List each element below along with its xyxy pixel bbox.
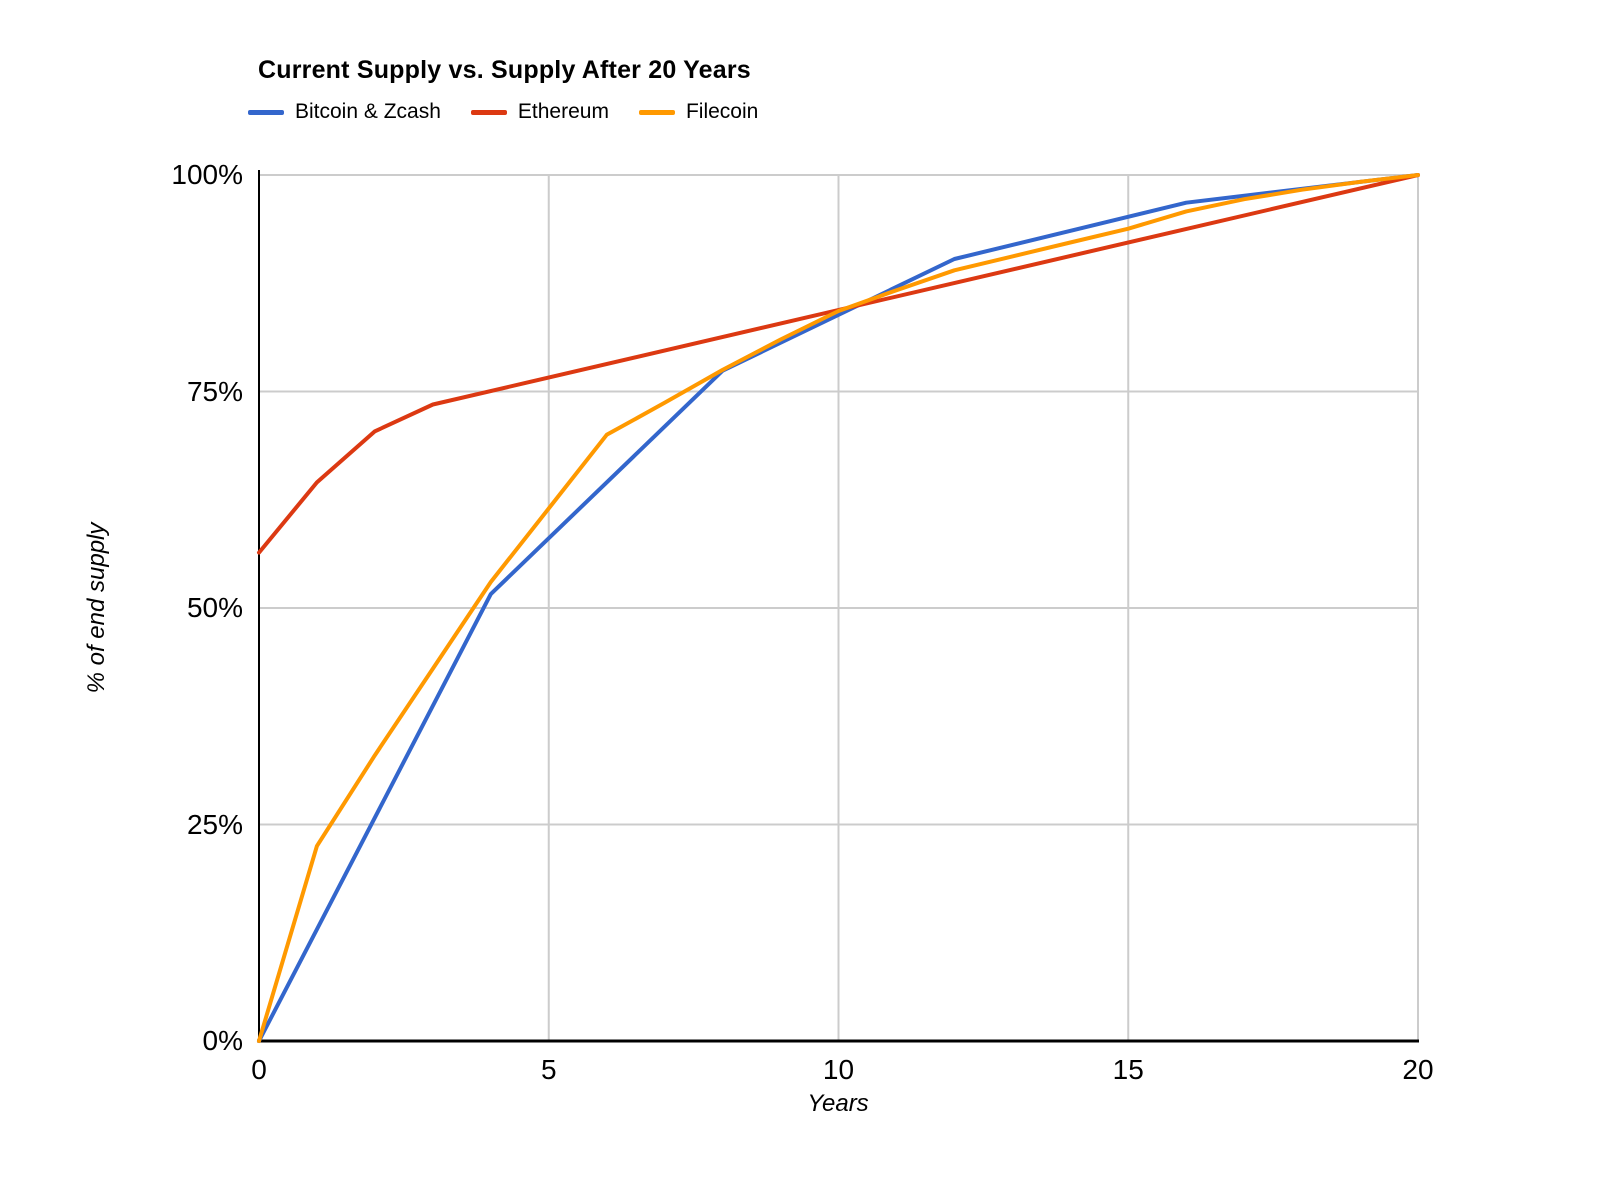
series-line-filecoin <box>257 173 1420 1043</box>
y-tick-label: 50% <box>186 592 243 623</box>
y-tick-label: 25% <box>186 808 243 840</box>
y-tick-label: 100% <box>171 159 243 190</box>
legend-line-swatch-red <box>470 109 507 115</box>
legend-label: Filecoin <box>685 100 759 123</box>
x-tick-label: 20 <box>1402 1054 1434 1085</box>
chart-legend: Bitcoin & Zcash Ethereum Filecoin <box>248 100 758 124</box>
x-tick-label: 0 <box>251 1054 267 1085</box>
legend-line-swatch-blue <box>248 109 284 115</box>
legend-item-filecoin: Filecoin <box>638 100 759 124</box>
y-tick-label: 0% <box>202 1025 243 1056</box>
series-line-bitcoin-zcash <box>257 173 1420 1043</box>
legend-item-ethereum: Ethereum <box>470 100 609 124</box>
series-line-ethereum <box>257 173 1420 555</box>
y-tick-label: 75% <box>186 375 243 407</box>
legend-label: Bitcoin & Zcash <box>295 100 441 123</box>
x-tick-label: 10 <box>822 1054 855 1085</box>
x-tick-label: 15 <box>1112 1054 1144 1085</box>
x-axis-title: Years <box>807 1090 869 1117</box>
chart-title: Current Supply vs. Supply After 20 Years <box>258 56 751 84</box>
x-tick-label: 5 <box>540 1054 557 1085</box>
legend-item-bitcoin-zcash: Bitcoin & Zcash <box>248 100 441 124</box>
y-axis-title: % of end supply <box>83 522 110 694</box>
legend-line-swatch-orange <box>638 109 675 115</box>
legend-label: Ethereum <box>517 100 609 123</box>
